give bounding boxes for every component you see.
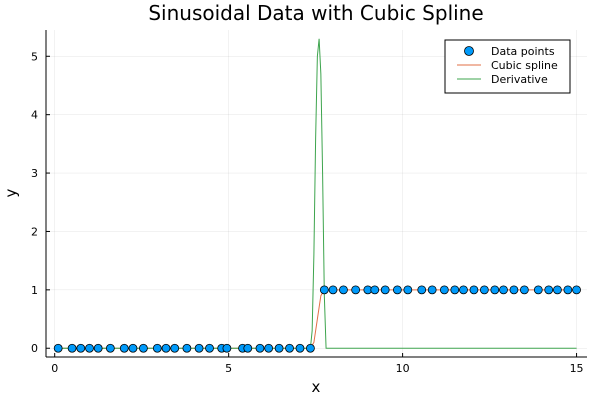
data-point [572,285,581,295]
y-axis-label: y [2,188,20,197]
y-tick-label: 3 [31,167,38,180]
data-point [76,343,86,353]
y-tick-label: 4 [31,109,38,122]
legend-label-data-points: Data points [491,45,555,58]
data-point [319,285,329,295]
data-point [417,285,427,295]
data-point [93,343,103,353]
series-points [53,285,581,353]
data-point [439,285,449,295]
chart-title: Sinusoidal Data with Cubic Spline [148,1,483,25]
data-point [499,285,508,295]
data-point [533,285,543,295]
data-point [285,343,294,353]
data-point [67,343,77,353]
data-point [339,285,348,295]
x-tick-label: 0 [51,362,58,375]
x-axis-label: x [312,378,321,396]
y-tick-label: 0 [31,342,38,355]
ticks: 0 5 10 15 0 1 2 3 4 5 [31,50,584,375]
data-point [139,343,148,353]
data-point [222,343,232,353]
data-point [105,343,115,353]
y-tick-label: 5 [31,50,38,63]
data-point [306,343,315,353]
data-point [53,343,63,353]
legend-label-derivative: Derivative [491,73,548,86]
data-point [380,285,390,295]
derivative-line [58,38,577,349]
legend-swatch-data-points [464,46,474,56]
data-point [403,285,413,295]
data-point [544,285,554,295]
data-point [469,285,479,295]
data-point [170,343,180,353]
data-point [479,285,489,295]
data-point [351,285,361,295]
data-point [255,343,265,353]
data-point [563,285,573,295]
data-point [509,285,519,295]
data-point [128,343,138,353]
y-tick-label: 1 [31,284,38,297]
data-point [519,285,529,295]
data-point [328,285,338,295]
data-point [152,343,162,353]
data-point [392,285,402,295]
cubic-spline-line [58,289,577,349]
x-tick-label: 5 [225,362,232,375]
axes [45,30,587,358]
data-point [85,343,94,353]
data-point [295,343,305,353]
data-point [553,285,562,295]
data-point [490,285,500,295]
y-tick-label: 2 [31,225,38,238]
data-point [205,343,214,353]
data-point [370,285,380,295]
data-point [119,343,129,353]
x-tick-label: 10 [396,362,410,375]
data-point [161,343,171,353]
data-point [243,343,253,353]
data-point [450,285,460,295]
data-point [264,343,274,353]
x-tick-label: 15 [570,362,584,375]
data-point [274,343,284,353]
data-point [459,285,468,295]
data-point [194,343,204,353]
data-point [182,343,192,353]
data-point [427,285,437,295]
legend-label-cubic-spline: Cubic spline [491,59,558,72]
